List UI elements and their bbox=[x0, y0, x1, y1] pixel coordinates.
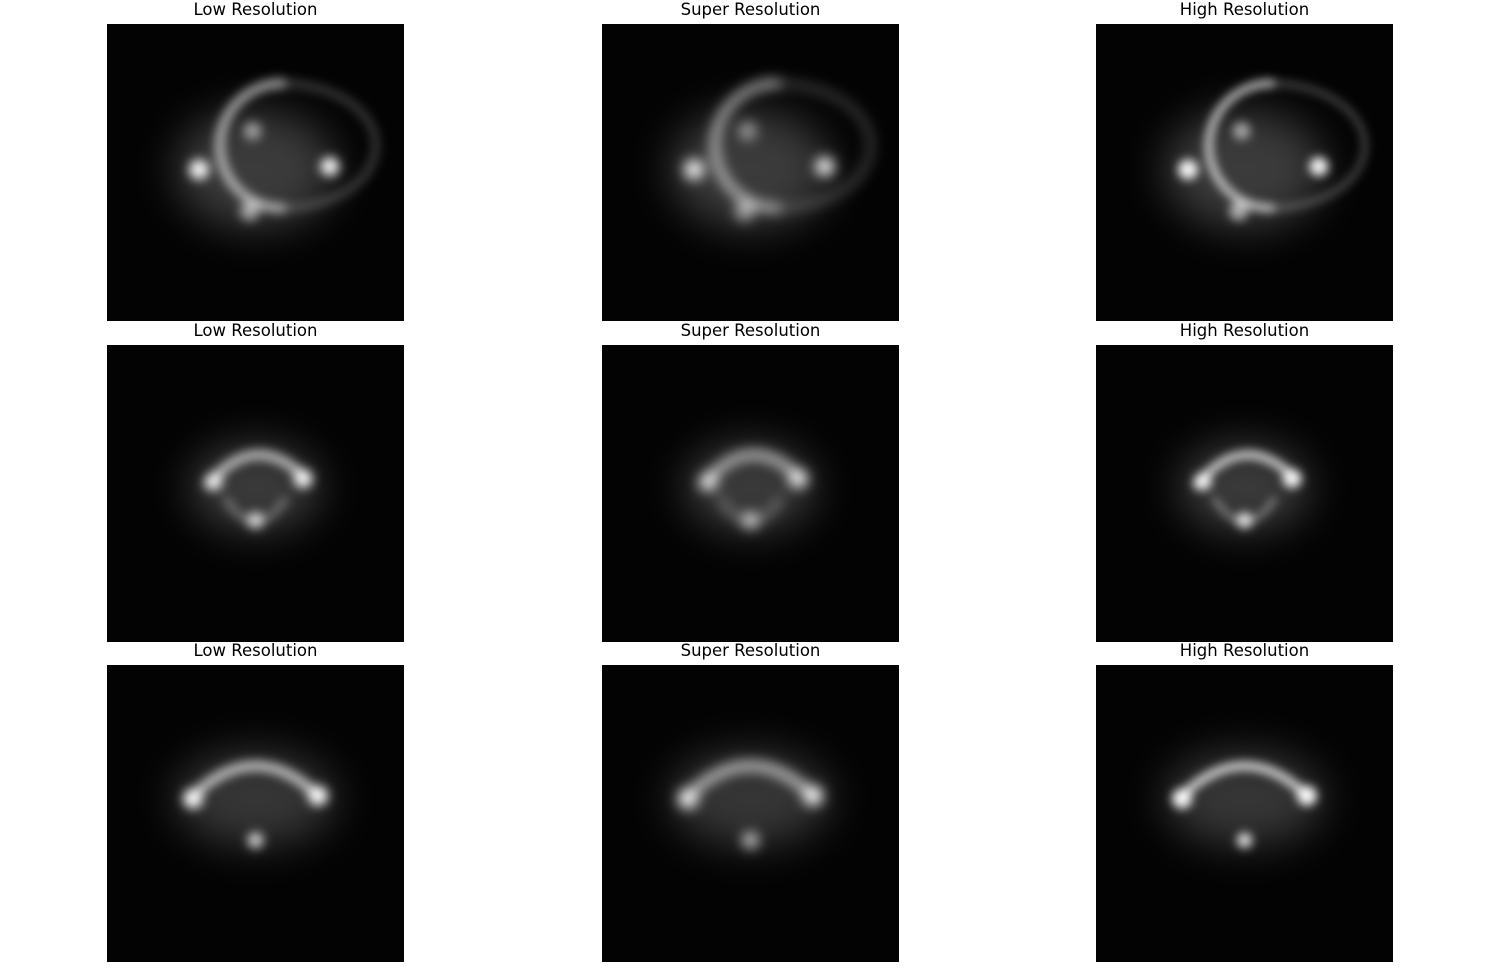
lens-knot bbox=[683, 159, 705, 180]
lens-arc-group bbox=[1172, 761, 1317, 848]
lens-knot bbox=[188, 159, 210, 180]
lens-knot bbox=[1236, 832, 1253, 848]
panel-title: Low Resolution bbox=[193, 641, 318, 660]
lens-arc-group bbox=[203, 450, 313, 529]
lens-arc bbox=[698, 450, 806, 489]
lens-arc bbox=[711, 79, 782, 213]
lens-knot bbox=[293, 469, 313, 489]
panel-high-resolution-row2: High Resolution bbox=[1096, 321, 1393, 642]
lens-arc-group bbox=[188, 79, 379, 221]
panel-title: Low Resolution bbox=[193, 321, 318, 340]
lens-arc-group bbox=[698, 450, 808, 529]
lens-knot bbox=[205, 472, 223, 491]
lens-image bbox=[1096, 345, 1393, 642]
lens-knot bbox=[735, 201, 755, 221]
lens-image bbox=[107, 665, 404, 962]
lens-arc bbox=[203, 450, 311, 489]
panel-title: High Resolution bbox=[1179, 321, 1310, 340]
panel-low-resolution-row2: Low Resolution bbox=[107, 321, 404, 642]
panel-title: Low Resolution bbox=[193, 0, 318, 19]
panel-super-resolution-row3: Super Resolution bbox=[602, 641, 899, 962]
lens-arc-group bbox=[1177, 79, 1368, 221]
lens-knot bbox=[742, 511, 759, 529]
lens-image bbox=[602, 345, 899, 642]
lens-image bbox=[1096, 24, 1393, 321]
lens-knot bbox=[247, 511, 264, 529]
lens-arc bbox=[1268, 81, 1368, 211]
lens-arc bbox=[680, 761, 821, 804]
lens-knot bbox=[1282, 469, 1302, 489]
lens-image bbox=[602, 665, 899, 962]
lens-halo bbox=[175, 110, 336, 229]
lens-image bbox=[1096, 665, 1393, 962]
lens-arc bbox=[1174, 761, 1315, 804]
lens-knot bbox=[320, 157, 340, 177]
lens-arc-group bbox=[1192, 450, 1302, 529]
lens-knot bbox=[1296, 785, 1317, 806]
lens-knot bbox=[183, 788, 204, 809]
panel-super-resolution-row1: Super Resolution bbox=[602, 0, 899, 321]
lens-arc bbox=[1192, 450, 1300, 489]
panel-super-resolution-row2: Super Resolution bbox=[602, 321, 899, 642]
lens-arc bbox=[1205, 79, 1276, 213]
lens-image bbox=[602, 24, 899, 321]
lens-knot bbox=[1232, 122, 1251, 140]
lens-image bbox=[107, 24, 404, 321]
lens-halo bbox=[1164, 110, 1325, 229]
lens-knot bbox=[243, 122, 262, 140]
lens-arc-group bbox=[683, 79, 874, 221]
lens-knot bbox=[1229, 201, 1249, 221]
lens-knot bbox=[1194, 472, 1212, 491]
panel-title: Super Resolution bbox=[680, 641, 821, 660]
lens-knot bbox=[815, 157, 835, 177]
lens-knot bbox=[742, 832, 759, 848]
panel-high-resolution-row1: High Resolution bbox=[1096, 0, 1393, 321]
lens-image bbox=[107, 345, 404, 642]
lens-knot bbox=[802, 785, 823, 806]
lens-arc bbox=[279, 81, 379, 211]
panel-high-resolution-row3: High Resolution bbox=[1096, 641, 1393, 962]
lens-knot bbox=[700, 472, 718, 491]
lens-arc-group bbox=[183, 761, 328, 848]
panel-title: Super Resolution bbox=[680, 0, 821, 19]
panel-low-resolution-row3: Low Resolution bbox=[107, 641, 404, 962]
panel-low-resolution-row1: Low Resolution bbox=[107, 0, 404, 321]
lens-arc-group bbox=[678, 761, 823, 848]
lens-knot bbox=[678, 788, 699, 809]
lens-knot bbox=[1309, 157, 1329, 177]
lens-knot bbox=[738, 122, 757, 140]
lens-knot bbox=[1177, 159, 1199, 180]
lens-knot bbox=[247, 832, 264, 848]
lens-arc bbox=[774, 81, 874, 211]
lens-knot bbox=[788, 469, 808, 489]
lens-arc bbox=[185, 761, 326, 804]
lens-knot bbox=[240, 201, 260, 221]
panel-title: High Resolution bbox=[1179, 641, 1310, 660]
lens-knot bbox=[1236, 511, 1253, 529]
lens-knot bbox=[1172, 788, 1193, 809]
panel-title: High Resolution bbox=[1179, 0, 1310, 19]
lens-arc bbox=[216, 79, 287, 213]
panel-title: Super Resolution bbox=[680, 321, 821, 340]
lens-halo bbox=[670, 110, 831, 229]
lens-knot bbox=[307, 785, 328, 806]
